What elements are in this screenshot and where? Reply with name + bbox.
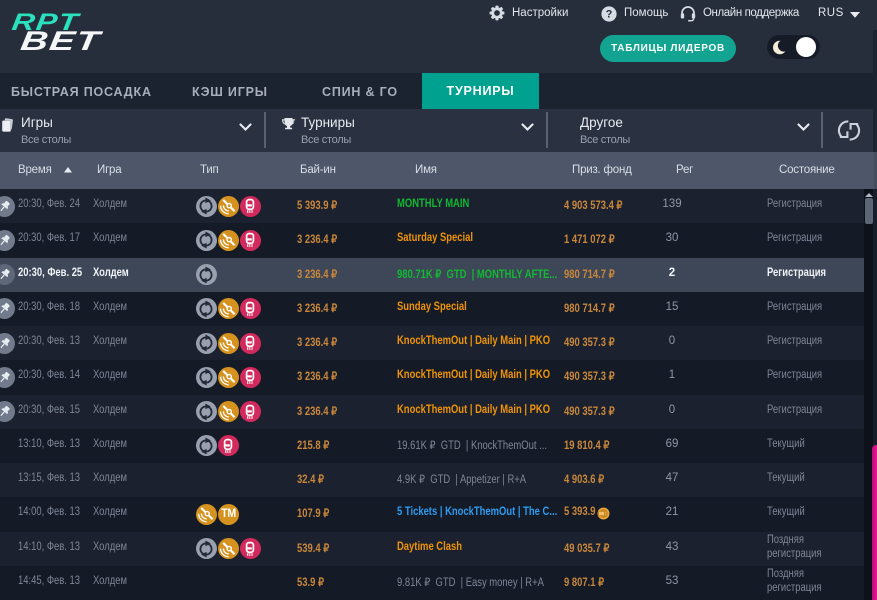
svg-text:?: ?	[606, 9, 613, 21]
